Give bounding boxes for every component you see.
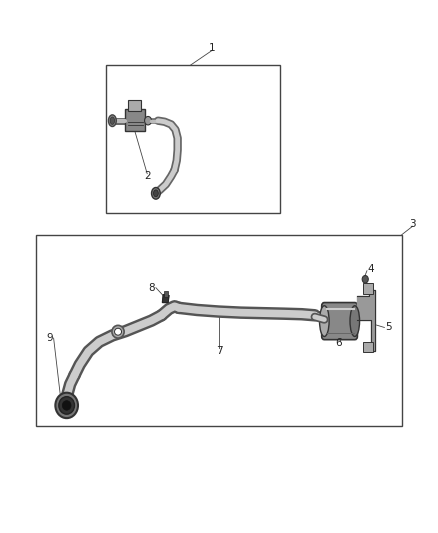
Text: 5: 5	[385, 322, 392, 333]
Bar	[36, 235, 402, 425]
Text: 7: 7	[215, 346, 223, 357]
Circle shape	[362, 276, 368, 283]
Ellipse shape	[153, 190, 158, 197]
Ellipse shape	[145, 116, 152, 125]
Text: 4: 4	[367, 264, 374, 274]
Ellipse shape	[110, 117, 115, 124]
Ellipse shape	[320, 306, 329, 336]
Text: 1: 1	[209, 43, 216, 53]
Bar	[106, 65, 280, 214]
Ellipse shape	[59, 397, 74, 414]
Ellipse shape	[62, 401, 71, 410]
Ellipse shape	[55, 393, 78, 418]
Ellipse shape	[350, 306, 360, 336]
Text: 2: 2	[144, 172, 151, 181]
Polygon shape	[162, 295, 169, 303]
Text: 8: 8	[148, 282, 155, 293]
Text: 6: 6	[336, 338, 342, 349]
Ellipse shape	[152, 188, 160, 199]
Ellipse shape	[112, 325, 124, 338]
FancyBboxPatch shape	[363, 342, 373, 352]
Text: 3: 3	[410, 219, 416, 229]
FancyBboxPatch shape	[128, 100, 141, 111]
Text: 9: 9	[46, 333, 53, 343]
Ellipse shape	[115, 328, 121, 335]
FancyBboxPatch shape	[363, 283, 373, 294]
FancyBboxPatch shape	[164, 292, 168, 297]
Ellipse shape	[109, 115, 116, 126]
Polygon shape	[357, 290, 375, 351]
FancyBboxPatch shape	[322, 303, 357, 340]
FancyBboxPatch shape	[124, 109, 145, 131]
